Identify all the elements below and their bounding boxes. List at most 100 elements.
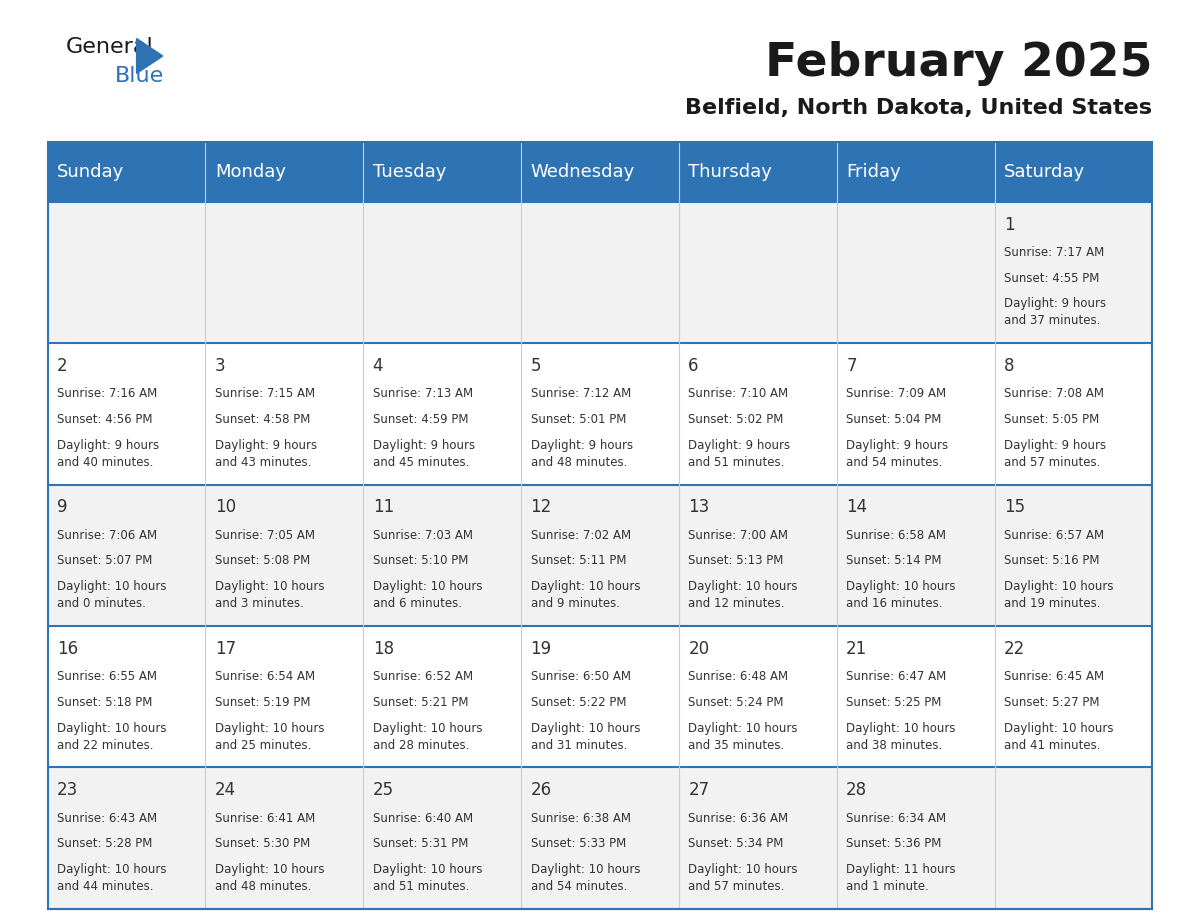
- Text: Daylight: 10 hours
and 57 minutes.: Daylight: 10 hours and 57 minutes.: [688, 863, 798, 893]
- Text: Sunday: Sunday: [57, 163, 125, 181]
- FancyBboxPatch shape: [48, 202, 1152, 343]
- Text: Sunset: 4:58 PM: Sunset: 4:58 PM: [215, 413, 310, 426]
- Text: Sunset: 5:30 PM: Sunset: 5:30 PM: [215, 837, 310, 850]
- Text: Daylight: 10 hours
and 9 minutes.: Daylight: 10 hours and 9 minutes.: [531, 580, 640, 610]
- Text: Daylight: 9 hours
and 43 minutes.: Daylight: 9 hours and 43 minutes.: [215, 439, 317, 469]
- Text: Sunset: 5:34 PM: Sunset: 5:34 PM: [688, 837, 784, 850]
- Text: Sunset: 5:04 PM: Sunset: 5:04 PM: [846, 413, 942, 426]
- Text: 9: 9: [57, 498, 68, 517]
- Text: Sunset: 5:08 PM: Sunset: 5:08 PM: [215, 554, 310, 567]
- Text: Daylight: 10 hours
and 19 minutes.: Daylight: 10 hours and 19 minutes.: [1004, 580, 1113, 610]
- Text: Sunset: 4:56 PM: Sunset: 4:56 PM: [57, 413, 152, 426]
- Text: Sunrise: 6:57 AM: Sunrise: 6:57 AM: [1004, 529, 1104, 542]
- Text: Sunset: 5:24 PM: Sunset: 5:24 PM: [688, 696, 784, 709]
- Text: 16: 16: [57, 640, 78, 658]
- Text: 12: 12: [531, 498, 551, 517]
- Text: Sunrise: 7:00 AM: Sunrise: 7:00 AM: [688, 529, 789, 542]
- FancyBboxPatch shape: [48, 142, 1152, 202]
- Text: Daylight: 10 hours
and 6 minutes.: Daylight: 10 hours and 6 minutes.: [373, 580, 482, 610]
- Text: Daylight: 10 hours
and 35 minutes.: Daylight: 10 hours and 35 minutes.: [688, 722, 798, 752]
- Text: Sunrise: 6:55 AM: Sunrise: 6:55 AM: [57, 670, 157, 683]
- Text: Tuesday: Tuesday: [373, 163, 446, 181]
- Text: Daylight: 10 hours
and 44 minutes.: Daylight: 10 hours and 44 minutes.: [57, 863, 166, 893]
- Text: Monday: Monday: [215, 163, 286, 181]
- Text: 18: 18: [373, 640, 393, 658]
- Text: February 2025: February 2025: [765, 41, 1152, 86]
- Text: Daylight: 10 hours
and 12 minutes.: Daylight: 10 hours and 12 minutes.: [688, 580, 798, 610]
- FancyBboxPatch shape: [48, 485, 1152, 626]
- Text: Sunset: 5:18 PM: Sunset: 5:18 PM: [57, 696, 152, 709]
- Text: Sunset: 5:28 PM: Sunset: 5:28 PM: [57, 837, 152, 850]
- Text: Daylight: 10 hours
and 16 minutes.: Daylight: 10 hours and 16 minutes.: [846, 580, 955, 610]
- Text: Sunset: 5:31 PM: Sunset: 5:31 PM: [373, 837, 468, 850]
- Text: Sunset: 5:33 PM: Sunset: 5:33 PM: [531, 837, 626, 850]
- Text: Daylight: 10 hours
and 41 minutes.: Daylight: 10 hours and 41 minutes.: [1004, 722, 1113, 752]
- Text: Sunrise: 6:58 AM: Sunrise: 6:58 AM: [846, 529, 946, 542]
- Text: 24: 24: [215, 781, 236, 800]
- Text: 8: 8: [1004, 357, 1015, 375]
- Text: 14: 14: [846, 498, 867, 517]
- Text: Sunset: 5:13 PM: Sunset: 5:13 PM: [688, 554, 784, 567]
- Text: Sunset: 5:19 PM: Sunset: 5:19 PM: [215, 696, 310, 709]
- Text: 6: 6: [688, 357, 699, 375]
- Text: 25: 25: [373, 781, 393, 800]
- Text: Daylight: 9 hours
and 48 minutes.: Daylight: 9 hours and 48 minutes.: [531, 439, 633, 469]
- Text: Sunrise: 6:40 AM: Sunrise: 6:40 AM: [373, 812, 473, 824]
- Text: 13: 13: [688, 498, 709, 517]
- Text: Sunrise: 7:03 AM: Sunrise: 7:03 AM: [373, 529, 473, 542]
- Text: Sunset: 5:14 PM: Sunset: 5:14 PM: [846, 554, 942, 567]
- Text: Sunset: 5:07 PM: Sunset: 5:07 PM: [57, 554, 152, 567]
- Text: Sunset: 4:59 PM: Sunset: 4:59 PM: [373, 413, 468, 426]
- Text: Sunset: 5:22 PM: Sunset: 5:22 PM: [531, 696, 626, 709]
- Text: Friday: Friday: [846, 163, 901, 181]
- Text: Sunset: 5:25 PM: Sunset: 5:25 PM: [846, 696, 942, 709]
- Text: 17: 17: [215, 640, 236, 658]
- Text: Sunrise: 7:05 AM: Sunrise: 7:05 AM: [215, 529, 315, 542]
- Text: Daylight: 9 hours
and 54 minutes.: Daylight: 9 hours and 54 minutes.: [846, 439, 948, 469]
- Text: Sunrise: 6:36 AM: Sunrise: 6:36 AM: [688, 812, 789, 824]
- Text: Daylight: 10 hours
and 31 minutes.: Daylight: 10 hours and 31 minutes.: [531, 722, 640, 752]
- Text: Sunset: 5:27 PM: Sunset: 5:27 PM: [1004, 696, 1100, 709]
- Text: Sunrise: 7:12 AM: Sunrise: 7:12 AM: [531, 387, 631, 400]
- Text: Thursday: Thursday: [688, 163, 772, 181]
- Text: Sunrise: 7:17 AM: Sunrise: 7:17 AM: [1004, 246, 1105, 259]
- Text: Saturday: Saturday: [1004, 163, 1085, 181]
- Text: 15: 15: [1004, 498, 1025, 517]
- Text: Sunrise: 6:54 AM: Sunrise: 6:54 AM: [215, 670, 315, 683]
- Text: Daylight: 10 hours
and 54 minutes.: Daylight: 10 hours and 54 minutes.: [531, 863, 640, 893]
- Text: Sunrise: 7:16 AM: Sunrise: 7:16 AM: [57, 387, 157, 400]
- FancyBboxPatch shape: [48, 343, 1152, 485]
- Text: Daylight: 10 hours
and 48 minutes.: Daylight: 10 hours and 48 minutes.: [215, 863, 324, 893]
- Text: Sunrise: 6:34 AM: Sunrise: 6:34 AM: [846, 812, 947, 824]
- Text: Daylight: 9 hours
and 57 minutes.: Daylight: 9 hours and 57 minutes.: [1004, 439, 1106, 469]
- Text: Belfield, North Dakota, United States: Belfield, North Dakota, United States: [685, 98, 1152, 118]
- Text: Daylight: 10 hours
and 3 minutes.: Daylight: 10 hours and 3 minutes.: [215, 580, 324, 610]
- Text: 21: 21: [846, 640, 867, 658]
- Text: 7: 7: [846, 357, 857, 375]
- Text: Sunset: 5:05 PM: Sunset: 5:05 PM: [1004, 413, 1099, 426]
- Text: Sunrise: 6:43 AM: Sunrise: 6:43 AM: [57, 812, 157, 824]
- Text: 5: 5: [531, 357, 541, 375]
- Text: Wednesday: Wednesday: [531, 163, 634, 181]
- Text: Sunrise: 7:13 AM: Sunrise: 7:13 AM: [373, 387, 473, 400]
- Text: 19: 19: [531, 640, 551, 658]
- Text: Sunset: 5:01 PM: Sunset: 5:01 PM: [531, 413, 626, 426]
- Text: Daylight: 10 hours
and 0 minutes.: Daylight: 10 hours and 0 minutes.: [57, 580, 166, 610]
- Text: Sunset: 5:21 PM: Sunset: 5:21 PM: [373, 696, 468, 709]
- Text: 27: 27: [688, 781, 709, 800]
- Text: 23: 23: [57, 781, 78, 800]
- Text: Daylight: 10 hours
and 28 minutes.: Daylight: 10 hours and 28 minutes.: [373, 722, 482, 752]
- Text: Sunrise: 7:15 AM: Sunrise: 7:15 AM: [215, 387, 315, 400]
- Text: Sunrise: 6:45 AM: Sunrise: 6:45 AM: [1004, 670, 1104, 683]
- Text: 28: 28: [846, 781, 867, 800]
- Text: Daylight: 9 hours
and 45 minutes.: Daylight: 9 hours and 45 minutes.: [373, 439, 475, 469]
- Text: Daylight: 9 hours
and 40 minutes.: Daylight: 9 hours and 40 minutes.: [57, 439, 159, 469]
- Text: 22: 22: [1004, 640, 1025, 658]
- Text: 3: 3: [215, 357, 226, 375]
- Text: 4: 4: [373, 357, 384, 375]
- Text: Daylight: 10 hours
and 25 minutes.: Daylight: 10 hours and 25 minutes.: [215, 722, 324, 752]
- Text: Sunset: 5:10 PM: Sunset: 5:10 PM: [373, 554, 468, 567]
- Text: Daylight: 9 hours
and 37 minutes.: Daylight: 9 hours and 37 minutes.: [1004, 297, 1106, 328]
- FancyBboxPatch shape: [48, 626, 1152, 767]
- Text: Sunset: 4:55 PM: Sunset: 4:55 PM: [1004, 272, 1099, 285]
